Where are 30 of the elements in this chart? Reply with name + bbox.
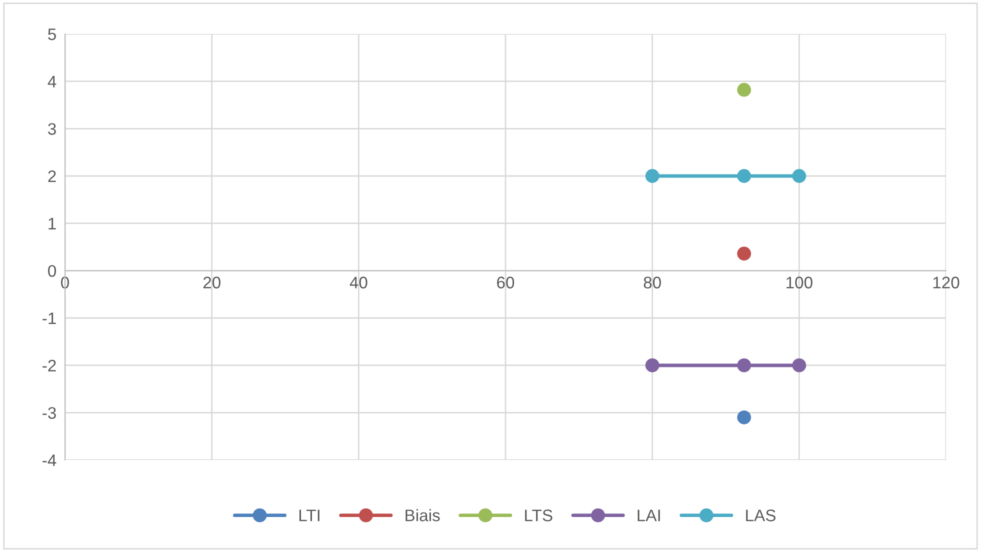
x-tick-label: 40 xyxy=(350,276,368,288)
point xyxy=(737,358,752,372)
y-tick-label: 3 xyxy=(48,123,56,135)
legend-label: LAI xyxy=(638,510,660,522)
point xyxy=(737,169,752,183)
x-tick-label: 60 xyxy=(497,276,514,288)
point xyxy=(645,358,660,372)
x-tick-label: 80 xyxy=(644,276,661,288)
point xyxy=(645,169,660,183)
x-tick-label: 120 xyxy=(933,276,960,288)
y-tick-label: -4 xyxy=(42,454,56,466)
y-tick-label: 1 xyxy=(48,218,56,230)
point xyxy=(792,358,806,372)
legend-label: LTS xyxy=(525,510,552,522)
x-tick-label: 100 xyxy=(786,276,812,288)
y-tick-label: -3 xyxy=(42,407,56,419)
legend-label: LAS xyxy=(746,510,776,522)
y-tick-label: 0 xyxy=(48,265,56,277)
point xyxy=(737,246,752,261)
x-tick-label: 20 xyxy=(203,276,220,288)
y-tick-label: 4 xyxy=(48,76,56,88)
y-tick-label: 2 xyxy=(48,170,56,182)
point xyxy=(792,169,806,183)
legend-label: LTI xyxy=(299,510,320,522)
point xyxy=(737,410,752,424)
y-tick-label: -1 xyxy=(42,312,56,324)
point xyxy=(737,82,752,97)
legend-label: Biais xyxy=(406,509,440,522)
y-tick-label: 5 xyxy=(48,28,56,40)
y-tick-label: -2 xyxy=(42,360,56,372)
